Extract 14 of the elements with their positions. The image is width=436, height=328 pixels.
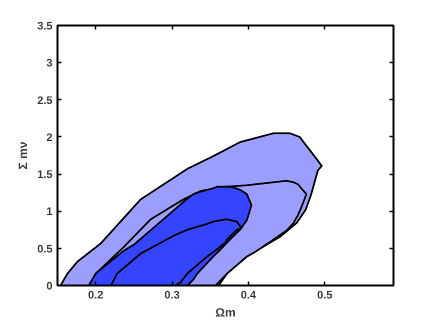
y-tick-label: 3.5 (37, 20, 53, 32)
x-tick-label: 0.4 (240, 290, 257, 302)
x-tick-label: 0.2 (88, 290, 104, 302)
y-tick-label: 1 (46, 206, 53, 218)
y-tick-label: 1.5 (37, 169, 53, 182)
y-tick-label: 0 (46, 280, 53, 292)
y-axis-title: Σ mν (16, 141, 30, 170)
y-tick-label: 2.5 (37, 94, 53, 107)
x-tick-label: 0.5 (317, 290, 332, 302)
y-tick-label: 2 (46, 132, 53, 144)
y-tick-label: 0.5 (37, 243, 53, 256)
x-tick-label: 0.3 (164, 290, 180, 302)
y-tick-label: 3 (46, 58, 53, 70)
x-axis-title: Ωm (215, 306, 236, 320)
